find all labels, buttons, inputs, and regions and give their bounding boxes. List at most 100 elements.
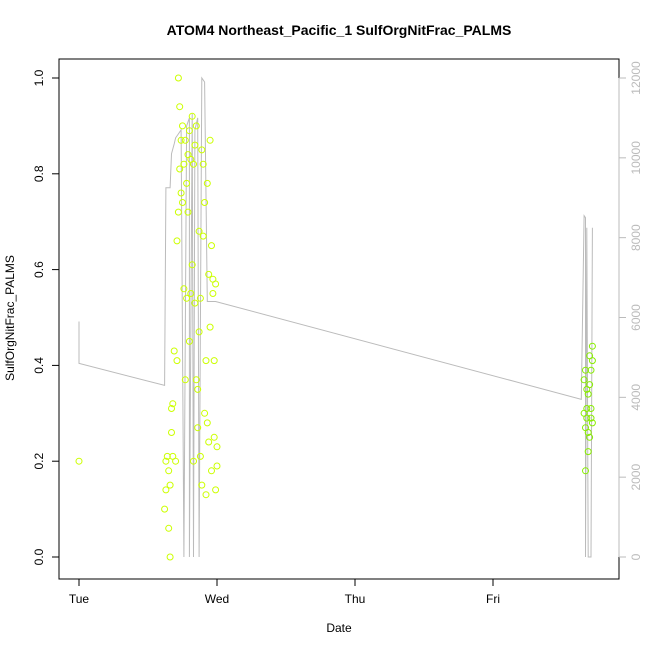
- data-point: [166, 481, 174, 489]
- right-tick-label: 0: [629, 553, 643, 560]
- data-point: [199, 160, 207, 168]
- chart-title: ATOM4 Northeast_Pacific_1 SulfOrgNitFrac…: [167, 22, 512, 38]
- data-point: [205, 438, 213, 446]
- data-point: [586, 433, 594, 441]
- data-point: [165, 524, 173, 532]
- data-point: [162, 457, 170, 465]
- points-layer: [75, 74, 596, 561]
- data-point: [587, 414, 595, 422]
- data-point: [174, 74, 182, 82]
- data-point: [203, 179, 211, 187]
- plot-frame: [58, 58, 620, 580]
- y-tick-label: 0.4: [32, 357, 46, 374]
- data-point: [166, 553, 174, 561]
- data-point: [195, 328, 203, 336]
- data-point: [180, 160, 188, 168]
- data-point: [198, 146, 206, 154]
- data-point: [177, 189, 185, 197]
- right-axis: 0 2000 4000 6000 8000 10000 12000: [618, 61, 643, 560]
- y-axis-label: SulfOrgNitFrac_PALMS: [3, 255, 17, 381]
- data-point: [191, 141, 199, 149]
- x-tick-label: Fri: [486, 592, 500, 606]
- data-point: [183, 179, 191, 187]
- data-point: [185, 337, 193, 345]
- data-point: [177, 136, 185, 144]
- y-tick-label: 0.2: [32, 453, 46, 470]
- data-point: [194, 424, 202, 432]
- data-point: [202, 491, 210, 499]
- data-point: [587, 405, 595, 412]
- data-point: [584, 429, 592, 436]
- data-point: [180, 285, 188, 293]
- right-tick-label: 4000: [629, 384, 643, 411]
- data-point: [194, 385, 202, 393]
- data-point: [196, 294, 204, 302]
- data-point: [206, 323, 214, 331]
- y-tick-label: 0.0: [32, 548, 46, 565]
- data-point: [580, 376, 588, 384]
- data-point: [208, 242, 215, 250]
- data-point: [172, 457, 180, 465]
- right-tick-label: 10000: [629, 141, 643, 175]
- right-tick-label: 12000: [629, 61, 643, 95]
- data-point: [586, 381, 594, 389]
- x-tick-label: Wed: [205, 592, 229, 606]
- data-point: [582, 467, 589, 475]
- data-point: [201, 199, 209, 206]
- data-point: [212, 280, 220, 288]
- right-tick-label: 2000: [629, 464, 643, 491]
- x-axis-label: Date: [326, 621, 352, 635]
- data-point: [176, 103, 184, 111]
- data-point: [75, 457, 83, 465]
- data-point: [183, 294, 191, 302]
- data-point: [587, 366, 595, 374]
- data-point: [205, 270, 213, 278]
- data-point: [173, 237, 181, 245]
- data-point: [190, 457, 197, 465]
- data-point: [213, 443, 221, 451]
- data-point: [588, 342, 596, 350]
- data-point: [184, 208, 192, 216]
- data-point: [208, 467, 215, 475]
- data-point: [187, 290, 195, 297]
- data-point: [195, 227, 203, 235]
- data-point: [210, 357, 218, 365]
- data-point: [584, 448, 592, 456]
- data-point: [162, 486, 170, 494]
- data-point: [583, 405, 591, 412]
- data-point: [201, 409, 209, 417]
- data-point: [583, 414, 591, 422]
- y-axis: 0.0 0.2 0.4 0.6 0.8 1.0: [32, 69, 60, 565]
- data-point: [198, 481, 206, 489]
- right-tick-label: 6000: [629, 304, 643, 331]
- data-point: [206, 136, 214, 144]
- data-point: [209, 290, 217, 297]
- data-point: [179, 122, 186, 130]
- y-tick-label: 0.6: [32, 261, 46, 278]
- data-point: [170, 347, 178, 355]
- data-point: [181, 136, 189, 144]
- data-point: [192, 376, 200, 384]
- data-point: [176, 165, 184, 173]
- data-point: [588, 357, 596, 365]
- data-point: [168, 405, 175, 412]
- x-tick-label: Thu: [345, 592, 366, 606]
- data-point: [161, 505, 169, 513]
- data-point: [191, 299, 199, 307]
- data-point: [188, 112, 196, 120]
- x-axis: Tue Wed Thu Fri: [69, 578, 500, 606]
- data-point: [192, 122, 200, 130]
- data-point: [212, 486, 220, 494]
- data-point: [584, 390, 592, 398]
- data-point: [196, 452, 204, 460]
- data-point: [213, 462, 221, 470]
- data-point: [203, 419, 211, 427]
- y-tick-label: 0.8: [32, 165, 46, 182]
- data-point: [169, 400, 177, 408]
- data-point: [185, 127, 193, 135]
- data-point: [173, 357, 181, 365]
- data-point: [210, 433, 218, 441]
- data-point: [168, 429, 175, 436]
- right-tick-label: 8000: [629, 224, 643, 251]
